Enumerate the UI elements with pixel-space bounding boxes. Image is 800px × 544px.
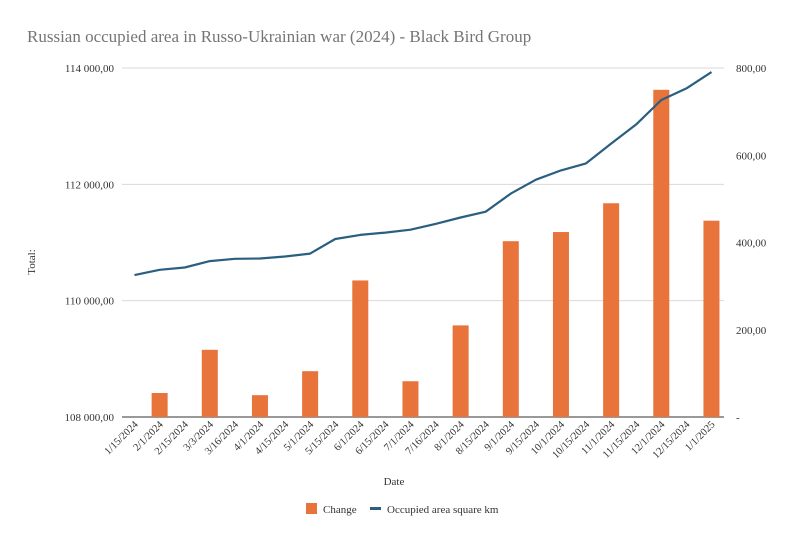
change-bar [552,232,569,417]
chart-title: Russian occupied area in Russo-Ukrainian… [27,27,531,46]
occupied-area-line [134,71,713,277]
change-bars [151,89,720,417]
change-bar [201,349,218,417]
x-axis-label: Date [384,476,405,488]
occupied-area-series-line [134,71,713,277]
x-axis-ticks: 1/15/20242/1/20242/15/20243/3/20243/16/2… [103,419,718,461]
right-tick-label: 200,00 [736,325,767,337]
legend-change-label: Change [323,504,357,516]
change-bar [502,241,519,417]
left-axis-ticks: 108 000,00 110 000,00 112 000,00 114 000,00 [65,63,115,424]
change-bar [603,203,620,417]
gridlines [122,67,724,418]
y-axis-label: Total: [26,249,38,275]
right-tick-label: 800,00 [736,63,767,75]
legend-change-swatch [306,503,317,514]
change-bar [151,393,168,417]
change-bar [653,89,670,417]
change-bar [703,220,720,417]
x-tick-label: 1/15/2024 [103,419,141,457]
change-bar [352,280,369,417]
change-bar [251,395,268,417]
change-bar [302,371,319,417]
left-tick-label: 110 000,00 [65,296,115,308]
right-axis-ticks: - 200,00 400,00 600,00 800,00 [736,63,767,424]
right-tick-label: 400,00 [736,238,767,250]
left-tick-label: 114 000,00 [65,63,115,75]
right-tick-label: 600,00 [736,150,767,162]
change-bar [452,325,469,417]
change-bar [402,381,419,417]
left-tick-label: 108 000,00 [65,412,115,424]
legend: Change Occupied area square km [306,503,499,516]
legend-occupied-area-label: Occupied area square km [387,504,499,516]
right-tick-label: - [736,412,740,424]
left-tick-label: 112 000,00 [65,179,115,191]
